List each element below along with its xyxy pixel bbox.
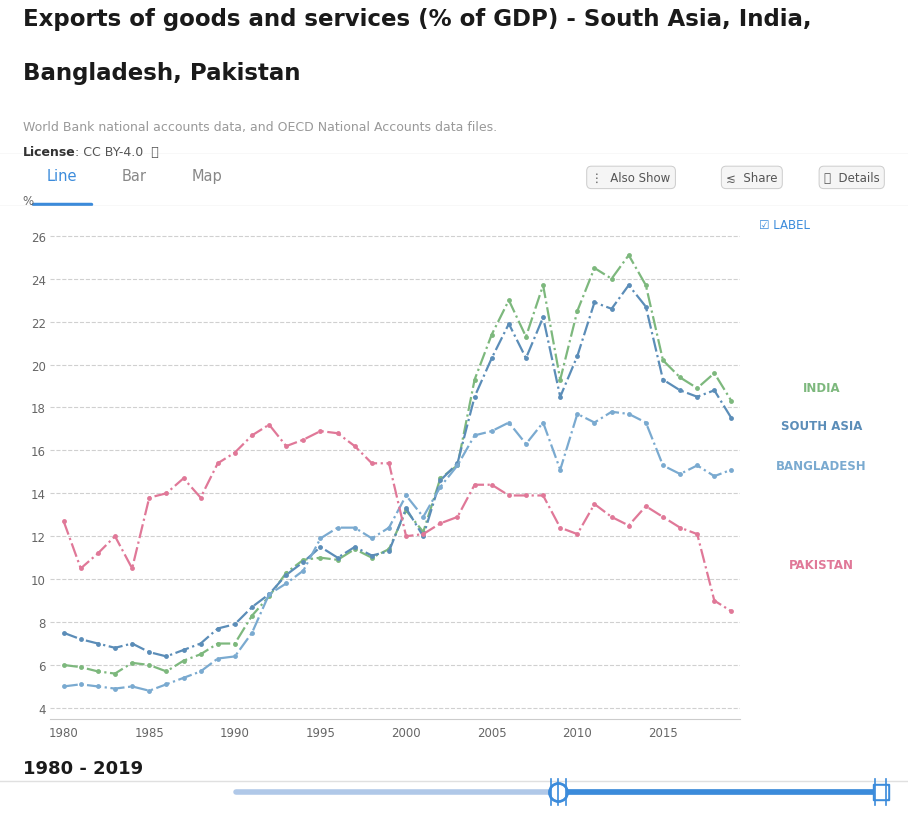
Text: BANGLADESH: BANGLADESH [776,459,866,472]
Text: License: License [23,145,75,159]
Text: Line: Line [46,169,77,184]
Text: 1980 - 2019: 1980 - 2019 [23,760,143,777]
Text: World Bank national accounts data, and OECD National Accounts data files.: World Bank national accounts data, and O… [23,120,497,134]
Text: : CC BY-4.0  ⓘ: : CC BY-4.0 ⓘ [75,145,159,159]
Text: INDIA: INDIA [803,381,840,395]
Text: Bangladesh, Pakistan: Bangladesh, Pakistan [23,62,301,85]
Text: ⓘ  Details: ⓘ Details [824,171,880,185]
Text: Bar: Bar [122,169,147,184]
Text: ⋮  Also Show: ⋮ Also Show [591,171,671,185]
Text: ☑ LABEL: ☑ LABEL [759,219,810,232]
Text: SOUTH ASIA: SOUTH ASIA [781,420,862,432]
Text: ≲  Share: ≲ Share [726,171,777,185]
Text: %: % [23,195,34,208]
Text: Exports of goods and services (% of GDP) - South Asia, India,: Exports of goods and services (% of GDP)… [23,8,812,31]
Text: PAKISTAN: PAKISTAN [789,558,854,571]
Text: Map: Map [192,169,222,184]
